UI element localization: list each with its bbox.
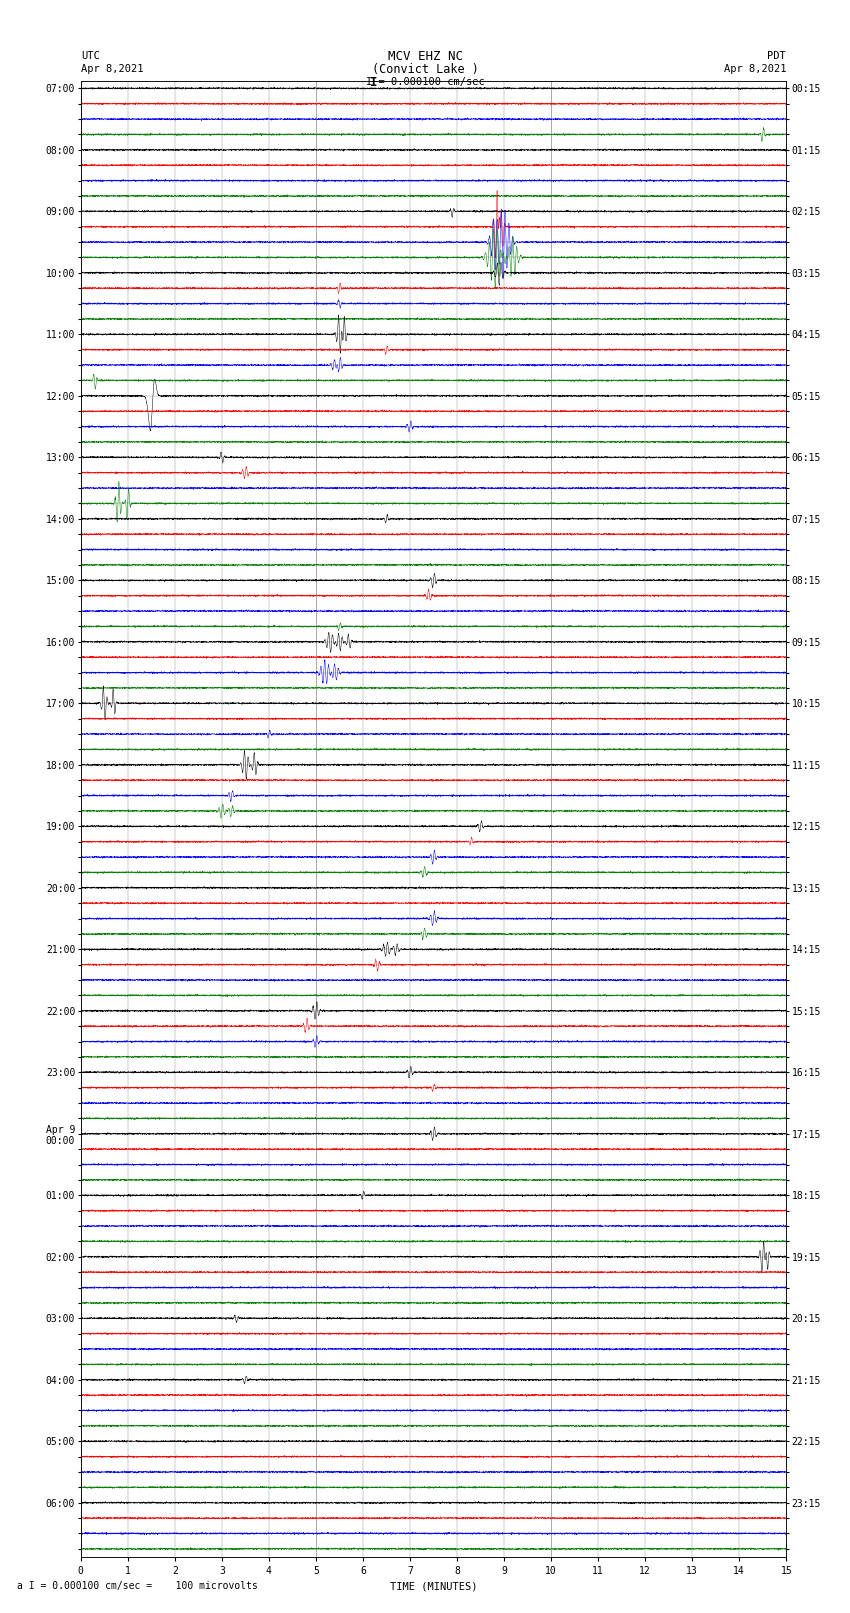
Text: Apr 8,2021: Apr 8,2021: [81, 65, 144, 74]
Text: MCV EHZ NC: MCV EHZ NC: [388, 50, 462, 63]
Text: I: I: [371, 76, 377, 89]
Text: Apr 8,2021: Apr 8,2021: [723, 65, 786, 74]
Text: PDT: PDT: [768, 52, 786, 61]
Text: I = 0.000100 cm/sec: I = 0.000100 cm/sec: [366, 77, 484, 87]
Text: UTC: UTC: [81, 52, 99, 61]
X-axis label: TIME (MINUTES): TIME (MINUTES): [390, 1581, 477, 1590]
Text: (Convict Lake ): (Convict Lake ): [371, 63, 479, 76]
Text: a I = 0.000100 cm/sec =    100 microvolts: a I = 0.000100 cm/sec = 100 microvolts: [17, 1581, 258, 1590]
